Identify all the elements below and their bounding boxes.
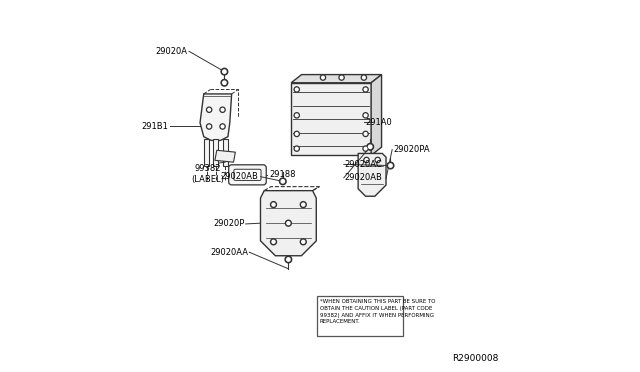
Text: 29020AA: 29020AA xyxy=(211,248,248,257)
FancyBboxPatch shape xyxy=(317,296,403,336)
Circle shape xyxy=(363,87,368,92)
Text: 29020AC: 29020AC xyxy=(344,160,382,169)
Text: 29188: 29188 xyxy=(269,170,296,179)
Circle shape xyxy=(287,258,290,261)
Circle shape xyxy=(294,131,300,137)
Circle shape xyxy=(271,202,276,208)
Circle shape xyxy=(302,203,305,206)
Circle shape xyxy=(296,88,298,91)
Text: *WHEN OBTAINING THIS PART BE SURE TO
OBTAIN THE CAUTION LABEL (PART CODE
99382) : *WHEN OBTAINING THIS PART BE SURE TO OBT… xyxy=(320,299,435,324)
Circle shape xyxy=(363,113,368,118)
Polygon shape xyxy=(215,150,236,162)
Polygon shape xyxy=(260,190,316,256)
Circle shape xyxy=(364,132,367,135)
Circle shape xyxy=(271,239,276,245)
Circle shape xyxy=(389,164,392,167)
Polygon shape xyxy=(358,153,386,196)
Circle shape xyxy=(369,145,372,148)
Circle shape xyxy=(367,143,374,150)
Text: 291B1: 291B1 xyxy=(141,122,168,131)
Circle shape xyxy=(223,70,226,73)
Circle shape xyxy=(272,203,275,206)
Circle shape xyxy=(220,124,225,129)
Polygon shape xyxy=(204,138,209,166)
Text: R2900008: R2900008 xyxy=(452,354,499,363)
Circle shape xyxy=(322,76,324,79)
FancyBboxPatch shape xyxy=(228,165,266,185)
Circle shape xyxy=(296,147,298,150)
Circle shape xyxy=(207,124,212,129)
Circle shape xyxy=(207,107,212,112)
Circle shape xyxy=(296,132,298,135)
Circle shape xyxy=(221,125,224,128)
Circle shape xyxy=(321,75,326,80)
Polygon shape xyxy=(291,83,371,155)
Circle shape xyxy=(364,114,367,116)
Circle shape xyxy=(364,147,367,150)
Circle shape xyxy=(281,180,284,183)
Circle shape xyxy=(300,202,306,208)
Text: 29020PA: 29020PA xyxy=(393,145,429,154)
Circle shape xyxy=(300,239,306,245)
Circle shape xyxy=(221,68,228,75)
Circle shape xyxy=(339,75,344,80)
Circle shape xyxy=(280,178,286,185)
Circle shape xyxy=(387,162,394,169)
Circle shape xyxy=(223,81,226,84)
Circle shape xyxy=(364,157,369,163)
Circle shape xyxy=(208,125,211,128)
Polygon shape xyxy=(223,138,228,166)
Text: 29020A: 29020A xyxy=(155,47,187,56)
Circle shape xyxy=(285,220,291,226)
Circle shape xyxy=(296,114,298,116)
Polygon shape xyxy=(371,74,381,155)
Circle shape xyxy=(221,79,228,86)
Polygon shape xyxy=(213,138,218,166)
Circle shape xyxy=(272,240,275,243)
Circle shape xyxy=(365,158,368,161)
Text: 291A0: 291A0 xyxy=(365,118,392,126)
Polygon shape xyxy=(291,74,381,83)
Circle shape xyxy=(375,157,380,163)
Text: 99382
(LABEL): 99382 (LABEL) xyxy=(191,164,224,184)
Circle shape xyxy=(220,107,225,112)
Circle shape xyxy=(364,88,367,91)
Circle shape xyxy=(221,108,224,111)
Circle shape xyxy=(285,256,292,263)
FancyBboxPatch shape xyxy=(234,169,261,180)
Circle shape xyxy=(340,76,343,79)
Circle shape xyxy=(294,146,300,151)
Circle shape xyxy=(376,158,379,161)
Circle shape xyxy=(302,240,305,243)
Circle shape xyxy=(362,75,367,80)
Circle shape xyxy=(363,131,368,137)
Circle shape xyxy=(294,87,300,92)
Circle shape xyxy=(363,76,365,79)
Circle shape xyxy=(287,222,290,225)
Circle shape xyxy=(294,113,300,118)
Text: 29020AB: 29020AB xyxy=(344,173,383,182)
Circle shape xyxy=(363,146,368,151)
Circle shape xyxy=(208,108,211,111)
Polygon shape xyxy=(200,94,232,140)
Text: 29020P: 29020P xyxy=(214,219,245,228)
Text: 29020AB: 29020AB xyxy=(221,172,259,181)
